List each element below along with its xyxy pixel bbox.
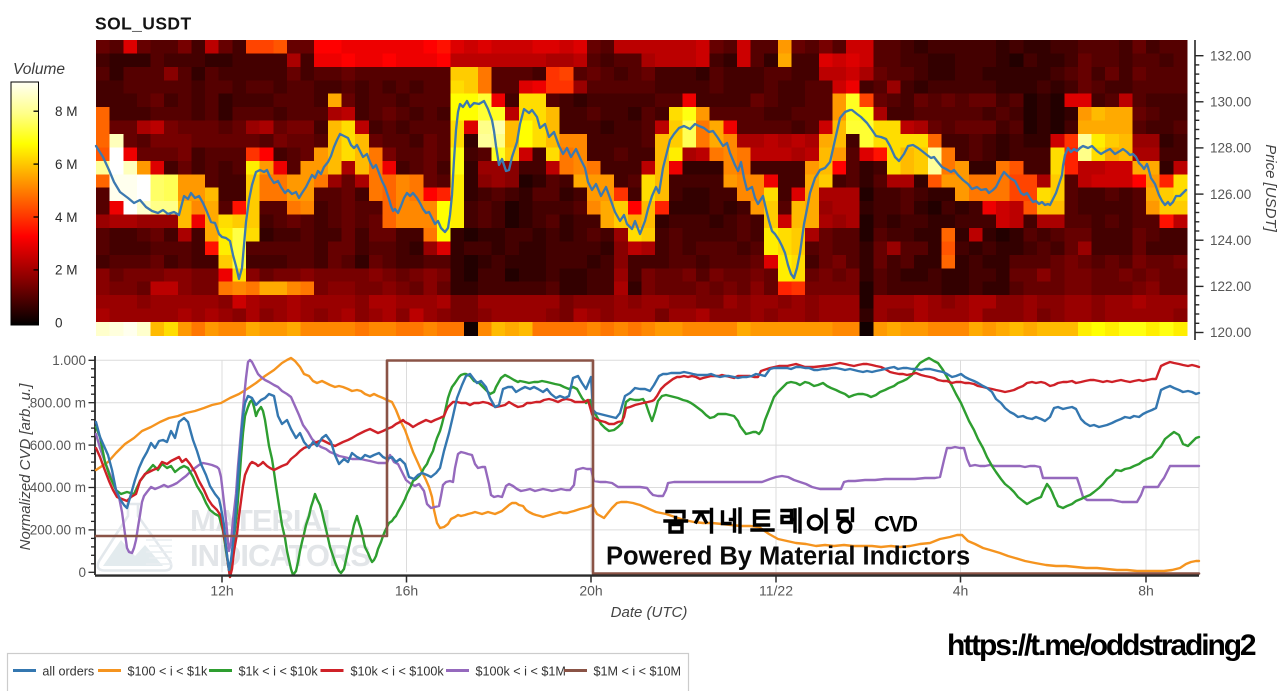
svg-text:Normalized CVD [arb. u.]: Normalized CVD [arb. u.] (17, 383, 34, 551)
svg-text:6 M: 6 M (55, 157, 78, 172)
svg-text:20h: 20h (579, 583, 602, 599)
svg-text:MATERIAL: MATERIAL (190, 503, 340, 538)
svg-text:400.00 m: 400.00 m (30, 480, 86, 495)
svg-text:16h: 16h (395, 583, 418, 599)
svg-text:$100 < i < $1k: $100 < i < $1k (128, 664, 209, 678)
svg-text:$10k < i < $100k: $10k < i < $100k (351, 664, 445, 678)
svg-text:120.00: 120.00 (1210, 325, 1251, 340)
svg-text:4h: 4h (953, 583, 969, 599)
svg-text:8h: 8h (1138, 583, 1154, 599)
svg-text:https://t.me/oddstrading2: https://t.me/oddstrading2 (947, 629, 1256, 662)
svg-text:Powered By Material Indictors: Powered By Material Indictors (606, 543, 970, 571)
svg-text:INDICATORS: INDICATORS (190, 538, 370, 573)
svg-text:126.00: 126.00 (1210, 187, 1251, 202)
svg-text:2 M: 2 M (55, 263, 78, 278)
svg-text:600.00 m: 600.00 m (30, 438, 86, 453)
svg-text:130.00: 130.00 (1210, 95, 1251, 110)
svg-text:11/22: 11/22 (759, 583, 793, 599)
svg-text:132.00: 132.00 (1210, 48, 1251, 63)
svg-text:$1M < i < $10M: $1M < i < $10M (594, 664, 682, 678)
svg-text:SOL_USDT: SOL_USDT (95, 14, 192, 34)
svg-text:Date (UTC): Date (UTC) (611, 604, 688, 621)
svg-text:200.00 m: 200.00 m (30, 523, 86, 538)
svg-text:Price [USDT]: Price [USDT] (1262, 144, 1279, 232)
svg-text:4 M: 4 M (55, 210, 78, 225)
svg-text:0: 0 (78, 565, 86, 580)
svg-text:$1k < i < $10k: $1k < i < $10k (239, 664, 319, 678)
svg-text:8 M: 8 M (55, 104, 78, 119)
svg-text:124.00: 124.00 (1210, 233, 1251, 248)
svg-text:CVD: CVD (874, 512, 917, 537)
svg-text:128.00: 128.00 (1210, 141, 1251, 156)
svg-text:1.000: 1.000 (52, 353, 86, 368)
svg-text:122.00: 122.00 (1210, 279, 1251, 294)
svg-text:all orders: all orders (42, 664, 94, 678)
svg-text:Volume: Volume (13, 61, 65, 78)
svg-text:$100k < i < $1M: $100k < i < $1M (476, 664, 566, 678)
svg-text:0: 0 (55, 316, 63, 331)
svg-text:12h: 12h (210, 583, 233, 599)
svg-text:800.00 m: 800.00 m (30, 395, 86, 410)
